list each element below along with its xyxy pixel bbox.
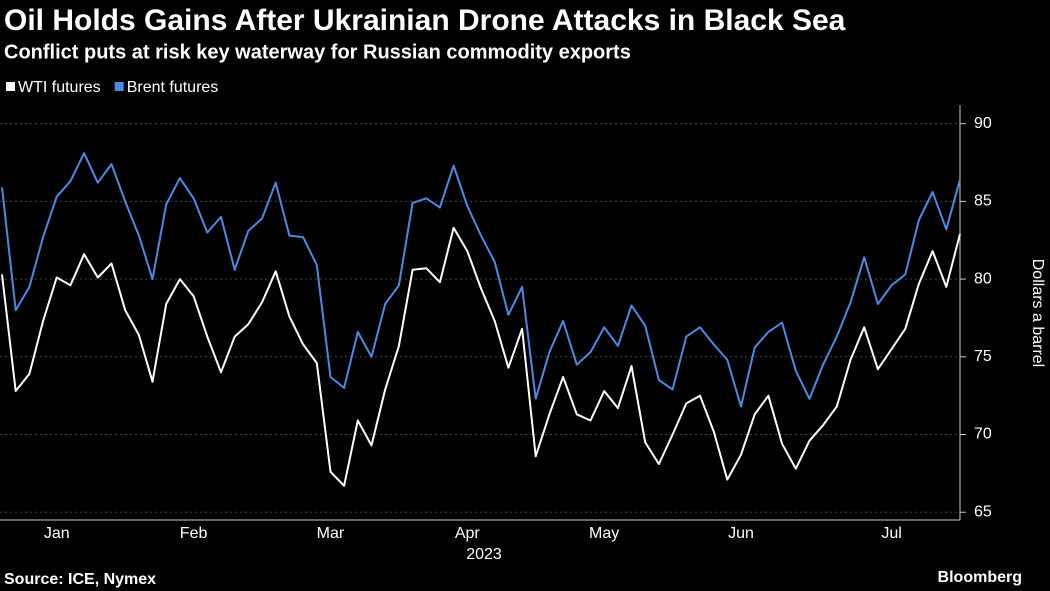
x-tick-label: Jan xyxy=(44,525,70,542)
legend-swatch xyxy=(114,82,124,91)
chart-subtitle: Conflict puts at risk key waterway for R… xyxy=(4,41,631,63)
chart-title: Oil Holds Gains After Ukrainian Drone At… xyxy=(4,4,846,37)
series-line xyxy=(1,152,961,408)
y-tick-label: 70 xyxy=(974,426,992,443)
x-tick-label: Jun xyxy=(728,525,754,542)
source: Source: ICE, Nymex xyxy=(4,571,156,588)
x-tick-label: Feb xyxy=(180,525,208,542)
y-tick-label: 90 xyxy=(974,115,992,132)
legend-swatch xyxy=(6,82,15,91)
y-tick-label: 65 xyxy=(974,503,992,520)
y-tick-label: 80 xyxy=(974,270,992,287)
y-axis-label: Dollars a barrel xyxy=(1029,259,1046,367)
x-tick-label: Mar xyxy=(317,525,345,542)
legend-label: Brent futures xyxy=(127,79,219,96)
x-tick-label: Jul xyxy=(881,525,901,542)
x-tick-label: May xyxy=(589,525,619,542)
y-tick-label: 75 xyxy=(974,348,992,365)
y-tick-label: 85 xyxy=(974,193,992,210)
brand: Bloomberg xyxy=(938,569,1022,586)
x-tick-label: Apr xyxy=(455,525,481,542)
legend-label: WTI futures xyxy=(18,79,101,96)
series-line xyxy=(1,226,961,487)
x-axis-label: 2023 xyxy=(466,546,502,563)
